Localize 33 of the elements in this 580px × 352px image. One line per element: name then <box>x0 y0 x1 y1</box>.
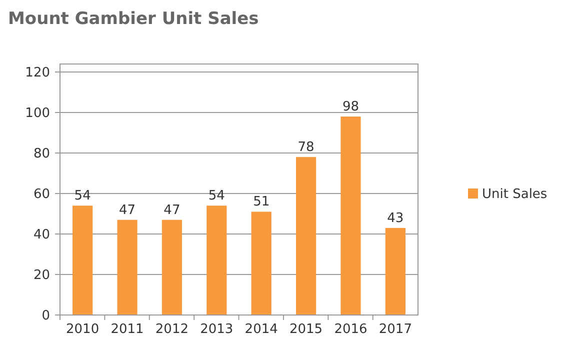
bar <box>72 206 93 315</box>
x-tick-label: 2012 <box>155 322 189 337</box>
x-tick-label: 2011 <box>110 322 144 337</box>
bar <box>340 116 361 315</box>
x-tick-label: 2013 <box>200 322 234 337</box>
data-label: 51 <box>253 194 270 210</box>
y-tick-label: 80 <box>33 146 50 162</box>
x-tick-label: 2016 <box>334 322 368 337</box>
x-tick-label: 2010 <box>66 322 100 337</box>
data-label: 98 <box>342 100 360 115</box>
legend-label: Unit Sales <box>482 187 548 202</box>
data-label: 54 <box>208 188 225 204</box>
x-tick-label: 2017 <box>378 322 412 337</box>
x-tick-label: 2015 <box>289 322 323 337</box>
data-label: 47 <box>118 202 136 218</box>
bar <box>117 220 138 315</box>
data-label: 43 <box>387 210 404 226</box>
bar <box>296 157 316 315</box>
y-tick-label: 20 <box>33 268 50 284</box>
y-tick-label: 120 <box>25 66 50 81</box>
bar <box>162 220 182 315</box>
y-tick-label: 100 <box>25 106 50 122</box>
data-label: 47 <box>164 202 180 218</box>
data-label: 54 <box>74 188 91 204</box>
bar <box>385 228 406 315</box>
y-tick-label: 40 <box>33 228 50 243</box>
chart-title: Mount Gambier Unit Sales <box>8 9 259 29</box>
bar <box>206 206 227 315</box>
y-tick-label: 60 <box>33 187 50 202</box>
data-label: 78 <box>298 140 314 156</box>
bar <box>251 212 272 315</box>
y-tick-label: 0 <box>42 308 50 324</box>
x-tick-label: 2014 <box>244 322 278 337</box>
